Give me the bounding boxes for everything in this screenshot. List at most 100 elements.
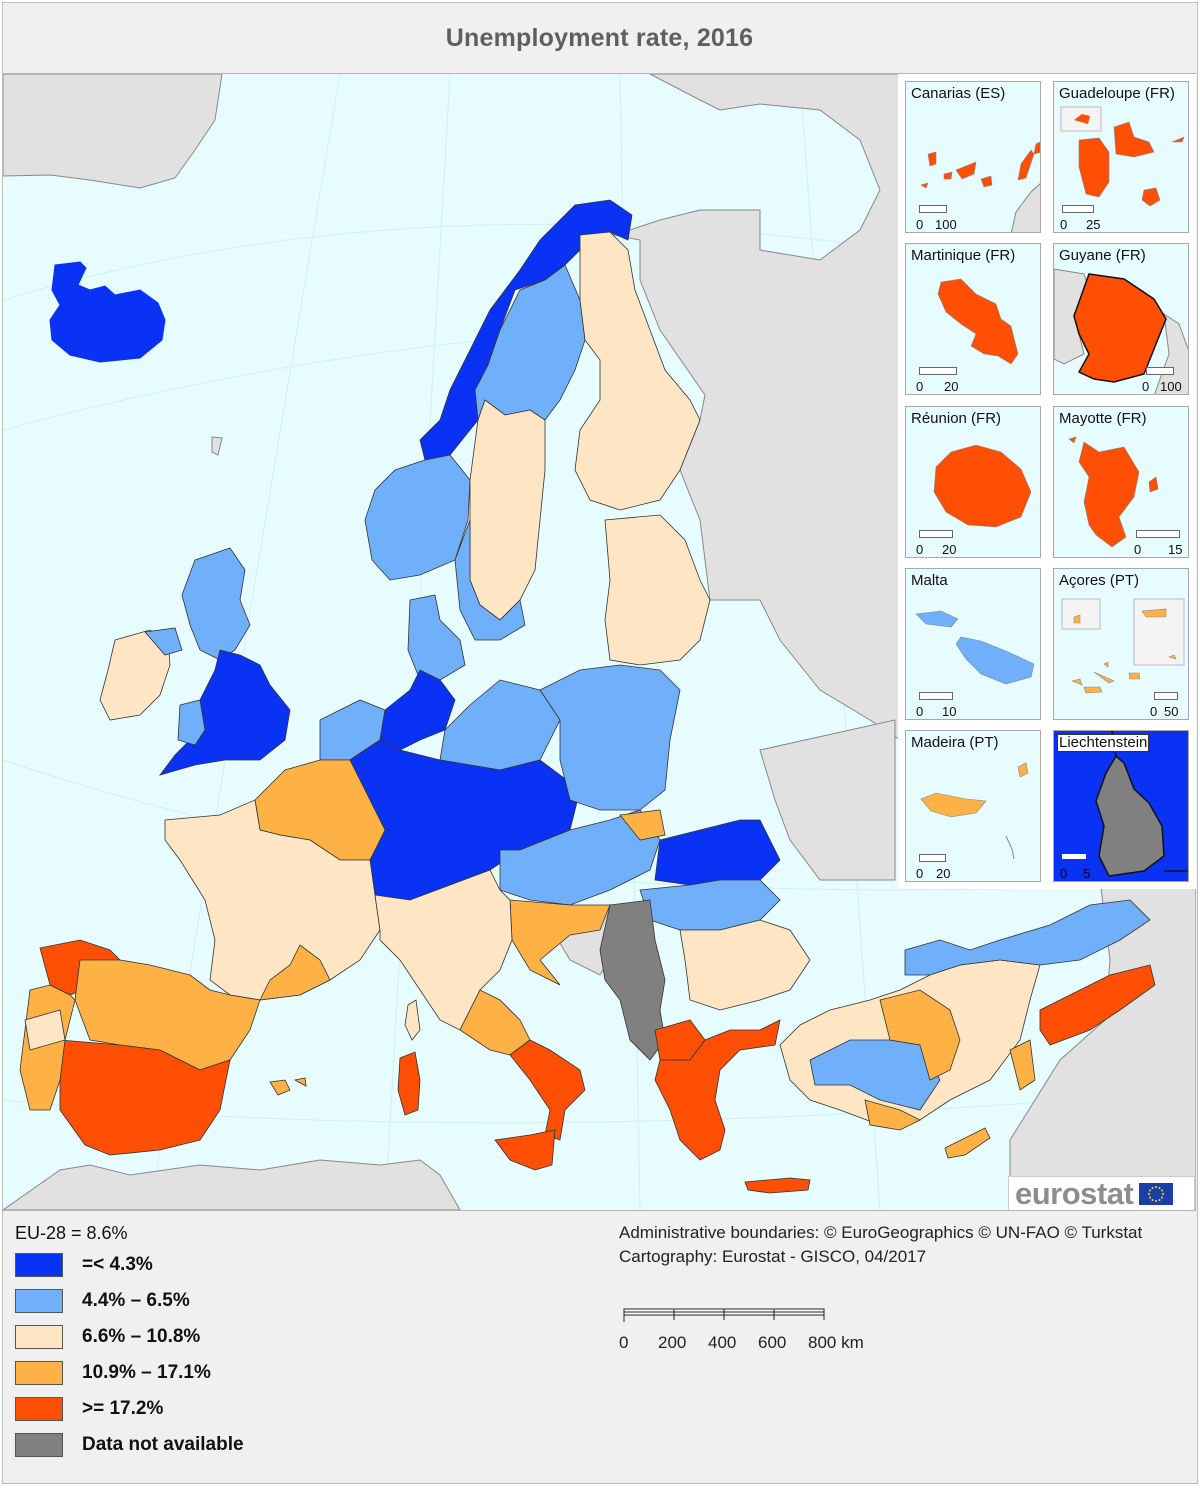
scale-bar [1062,854,1086,859]
region-croatia [509,899,611,986]
legend-swatch [15,1288,63,1313]
scale-zero: 0 [1150,704,1158,719]
legend-item-class-2: 4.4% – 6.5% [15,1288,190,1313]
region-spain-north [74,959,261,1071]
scale-bar [1062,205,1094,213]
km-tick: 400 [708,1333,737,1352]
inset-label: Guyane (FR) [1059,247,1146,264]
scale-bar [1154,692,1178,700]
km-tick: 600 [758,1333,787,1352]
legend-item-class-1: =< 4.3% [15,1252,153,1277]
region-sweden-north [474,264,586,421]
inset-malta: Malta 0 10 [905,568,1041,720]
legend-label: >= 17.2% [82,1397,164,1419]
region-portugal-north [24,1009,66,1051]
region-greece [654,1019,781,1161]
scale-max: 20 [942,542,957,557]
inset-label: Réunion (FR) [911,410,1002,427]
eurostat-logo: eurostat [1008,1176,1195,1210]
region-france [164,799,381,1001]
legend-swatch [15,1324,63,1349]
legend-item-no-data: Data not available [15,1432,244,1457]
inset-label: Açores (PT) [1059,572,1140,589]
scale-bar [919,692,953,700]
madeira-map [920,762,1029,860]
region-baltics [604,514,711,666]
scale-bar [919,205,947,213]
eu-flag-icon [1139,1183,1174,1205]
region-italy-south [509,1039,586,1141]
legend-panel: EU-28 = 8.6% =< 4.3% 4.4% – 6.5% 6.6% – … [3,1211,1196,1482]
scale-max: 20 [944,379,959,394]
scale-bar [919,530,953,538]
scale-max: 10 [942,704,957,719]
scale-zero: 0 [916,704,924,719]
legend-label: 6.6% – 10.8% [82,1325,201,1347]
scale-zero: 0 [916,866,924,881]
legend-swatch [15,1396,63,1421]
guadeloupe-map [1060,106,1185,207]
inset-label: Liechtenstein [1057,734,1150,752]
inset-guadeloupe: Guadeloupe (FR) 0 25 [1053,81,1189,233]
region-wales [177,699,206,746]
scale-max: 15 [1168,542,1183,557]
credits-boundaries: Administrative boundaries: © EuroGeograp… [619,1223,1143,1242]
legend-swatch [15,1432,63,1457]
region-romania-south [639,879,781,931]
inset-martinique: Martinique (FR) 0 20 [905,243,1041,395]
km-tick: 800 km [808,1333,864,1352]
credits-cartography: Cartography: Eurostat - GISCO, 04/2017 [619,1247,927,1266]
region-cyprus [944,1127,991,1159]
scale-max: 5 [1083,866,1091,881]
region-turkey-north [904,899,1151,976]
scale-zero: 0 [1134,542,1142,557]
region-crete [744,1177,811,1194]
canarias-map [920,141,1040,232]
eu-average: EU-28 = 8.6% [15,1223,128,1243]
scale-bar [1136,530,1180,538]
non-eu-land [3,74,1196,1210]
inset-label: Mayotte (FR) [1059,410,1147,427]
region-slovakia-east [619,809,666,841]
inset-guyane: Guyane (FR) 0 100 [1053,243,1189,395]
scale-max: 100 [1160,379,1182,394]
inset-label: Malta [911,572,948,589]
scale-bar [919,854,946,862]
mayotte-map [1068,436,1159,548]
scale-bar [1146,367,1174,375]
region-finland [574,231,701,511]
region-corsica [404,999,421,1041]
scale-zero: 0 [1060,217,1068,232]
scale-zero: 0 [1142,379,1150,394]
title-bar: Unemployment rate, 2016 [3,3,1196,74]
scale-zero: 0 [916,217,924,232]
region-northern-ireland [144,627,183,656]
guyane-map [1054,268,1188,394]
malta-map [915,610,1035,685]
region-turkey-south [864,1039,1036,1131]
inset-madeira: Madeira (PT) 0 20 [905,730,1041,882]
acores-map [1061,598,1185,694]
europe-map [3,74,1196,1210]
legend-item-class-5: >= 17.2% [15,1396,163,1421]
region-turkey-central-blue [809,1039,941,1111]
region-france-south [259,944,331,1001]
region-austria-hungary [499,809,661,906]
region-norway-south [364,454,471,581]
legend-label: =< 4.3% [82,1253,153,1275]
inset-label: Madeira (PT) [911,734,999,751]
region-turkey-southeast [1039,964,1156,1046]
liechtenstein-map [1095,731,1188,877]
scale-max: 20 [936,866,951,881]
scale-zero: 0 [916,379,924,394]
scale-bar [919,367,957,375]
legend-swatch [15,1360,63,1385]
scale-max: 50 [1164,704,1179,719]
legend-label: 10.9% – 17.1% [82,1361,211,1383]
legend-swatch [15,1252,63,1277]
region-iceland [49,261,166,363]
region-balkans-no-data [599,899,666,1061]
inset-reunion: Réunion (FR) 0 20 [905,406,1041,558]
insets-panel: Canarias (ES) 0 100 Guadeloupe (FR) 0 25… [898,74,1196,889]
map-title: Unemployment rate, 2016 [445,23,754,52]
